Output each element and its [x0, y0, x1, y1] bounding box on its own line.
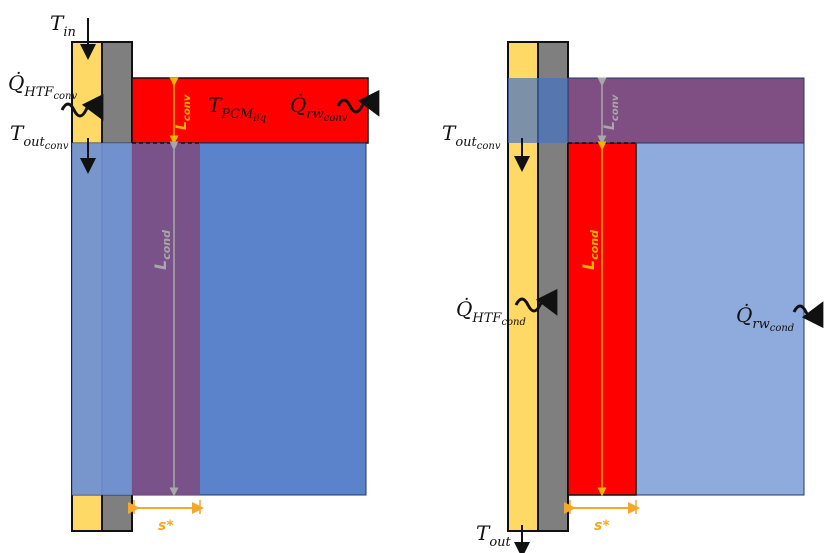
right-q-htf-cond-wavy-arrow	[514, 288, 558, 316]
right-q-rw-cond-wavy-arrow	[792, 301, 824, 329]
left-t-in-label: Tin	[50, 11, 76, 40]
right-t-out-conv-label: Toutconv	[442, 121, 501, 152]
right-q-htf-cond-label: Q̇HTFcond	[456, 297, 526, 328]
right-s-star-label: s*	[594, 518, 610, 534]
left-l-conv-label: Lconv	[174, 94, 193, 130]
left-panel: Tin Q̇HTFconv Toutconv TPCMliq Q̇rwconv …	[8, 11, 380, 534]
left-q-rw-conv-label: Q̇rwconv	[290, 93, 348, 124]
right-l-conv-label: Lconv	[602, 94, 621, 130]
left-q-htf-conv-wavy-arrow	[60, 93, 104, 121]
left-q-htf-conv-label: Q̇HTFconv	[8, 71, 77, 102]
right-convection-overlay	[567, 77, 805, 144]
right-q-rw-cond-label: Q̇rwcond	[736, 303, 794, 334]
left-htf-overlay	[72, 143, 132, 495]
left-q-rw-conv-wavy-arrow	[336, 89, 380, 117]
left-t-pcm-liq-label: TPCMliq	[208, 93, 266, 124]
left-s-star-label: s*	[158, 518, 174, 534]
right-htf-overlay	[508, 78, 568, 143]
right-panel: Toutconv Q̇HTFcond Q̇rwcond Tout Lconv L…	[442, 41, 824, 553]
left-l-cond-label: Lcond	[151, 230, 173, 270]
right-l-cond-label: Lcond	[579, 230, 601, 270]
right-t-out-label: Tout	[476, 521, 512, 550]
left-conduction-overlay	[132, 143, 200, 495]
left-t-out-conv-label: Toutconv	[10, 121, 69, 152]
